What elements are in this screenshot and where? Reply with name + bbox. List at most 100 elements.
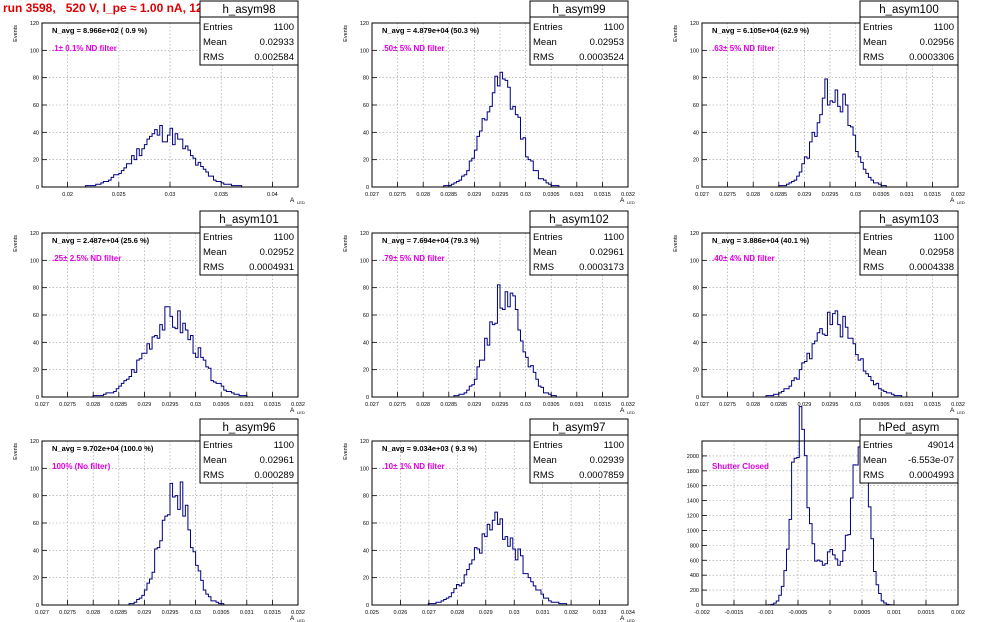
filter-label: .25± 2.5% ND filter xyxy=(52,254,121,263)
y-tick-label: 1200 xyxy=(687,514,699,520)
stats-key: Mean xyxy=(203,37,227,48)
histogram-panel-h_asym98: 0.02 0.025 0.03 0.035 0.04 0 20 40 60 80 100 120 Eve… xyxy=(13,0,305,205)
stats-title: h_asym101 xyxy=(219,214,278,226)
filter-label: .79± 5% ND filter xyxy=(382,254,445,263)
stats-key: Entries xyxy=(533,232,563,243)
x-tick-label: 0.031 xyxy=(240,610,254,616)
x-tick-label: -0.001 xyxy=(758,610,774,616)
stats-value: 1100 xyxy=(274,232,294,243)
y-tick-label: 100 xyxy=(360,258,369,264)
y-tick-label: 0 xyxy=(366,395,369,401)
y-tick-label: 20 xyxy=(363,576,369,582)
y-tick-label: 20 xyxy=(363,158,369,164)
stats-value: 0.0003524 xyxy=(579,52,624,63)
stats-key: Entries xyxy=(203,232,233,243)
stats-key: Mean xyxy=(533,247,557,258)
stats-key: RMS xyxy=(533,262,554,273)
y-tick-label: 1400 xyxy=(687,499,699,505)
x-tick-label: 0.026 xyxy=(394,610,408,616)
filter-label: .10± 1% ND filter xyxy=(382,462,445,471)
x-axis-label-sub: LED xyxy=(297,410,305,415)
x-tick-label: 0.0295 xyxy=(492,402,509,408)
y-tick-label: 20 xyxy=(363,368,369,374)
x-axis-label-sub: LED xyxy=(627,410,635,415)
x-tick-label: 0.028 xyxy=(746,192,760,198)
x-tick-label: 0.027 xyxy=(35,402,49,408)
x-axis-label-sub: LED xyxy=(957,410,965,415)
stats-box xyxy=(199,16,299,66)
x-tick-label: 0.0295 xyxy=(162,610,179,616)
stats-value: 1100 xyxy=(604,440,624,451)
x-tick-label: 0.034 xyxy=(621,610,635,616)
y-tick-label: 0 xyxy=(696,603,699,609)
histogram-panel-hPed_asym: -0.002 -0.0015 -0.001 -0.0005 0 0.0005 0.001 0.… xyxy=(687,406,965,616)
histogram-line xyxy=(372,511,628,606)
y-tick-label: 120 xyxy=(30,439,39,445)
stats-value: 0.0004993 xyxy=(909,470,954,481)
x-tick-label: 0.028 xyxy=(416,192,430,198)
y-tick-label: 0 xyxy=(36,185,39,191)
stats-value: 0.0003306 xyxy=(909,52,954,63)
y-tick-label: 100 xyxy=(30,466,39,472)
x-tick-label: 0.029 xyxy=(798,402,812,408)
stats-box xyxy=(529,16,629,66)
x-tick-label: 0.0275 xyxy=(59,610,76,616)
x-tick-label: 0.03 xyxy=(850,402,861,408)
y-tick-label: 60 xyxy=(363,521,369,527)
y-tick-label: 400 xyxy=(690,573,699,579)
y-tick-label: 20 xyxy=(693,158,699,164)
y-tick-label: 60 xyxy=(363,103,369,109)
histogram-line xyxy=(42,306,298,398)
x-tick-label: 0.0305 xyxy=(873,402,890,408)
y-tick-label: 1000 xyxy=(687,528,699,534)
x-tick-label: 0.031 xyxy=(900,192,914,198)
stats-key: RMS xyxy=(203,52,224,63)
y-tick-label: 120 xyxy=(360,21,369,27)
y-tick-label: 2000 xyxy=(687,454,699,460)
x-tick-label: 0.032 xyxy=(291,610,305,616)
x-tick-label: 0.0295 xyxy=(162,402,179,408)
stats-title: hPed_asym xyxy=(879,422,940,434)
histogram-line xyxy=(42,125,298,188)
stats-value: 1100 xyxy=(274,22,294,33)
x-axis-label-sub: LED xyxy=(957,200,965,205)
x-tick-label: 0.032 xyxy=(621,192,635,198)
y-tick-label: 600 xyxy=(690,558,699,564)
stats-value: 0.02958 xyxy=(920,247,954,258)
x-tick-label: 0.0285 xyxy=(440,402,457,408)
x-tick-label: 0.029 xyxy=(479,610,493,616)
x-tick-label: 0.028 xyxy=(86,610,100,616)
navg-label: N_avg = 9.702e+04 (100.0 %) xyxy=(52,444,154,453)
x-tick-label: 0.035 xyxy=(214,192,228,198)
x-axis-label: A xyxy=(950,407,955,414)
stats-value: 0.000289 xyxy=(254,470,294,481)
histogram-panel-h_asym96: 0.027 0.0275 0.028 0.0285 0.029 0.0295 0.03 0.0… xyxy=(13,418,305,622)
x-tick-label: 0.031 xyxy=(900,402,914,408)
x-tick-label: 0.0315 xyxy=(594,192,611,198)
x-tick-label: 0.0315 xyxy=(924,192,941,198)
y-tick-label: 0 xyxy=(366,603,369,609)
filter-label: 100% (No filter) xyxy=(52,462,111,471)
stats-key: RMS xyxy=(863,52,884,63)
histogram-panel-h_asym99: 0.027 0.0275 0.028 0.0285 0.029 0.0295 0.03 0.0… xyxy=(343,0,635,205)
stats-key: Mean xyxy=(203,455,227,466)
stats-value: 1100 xyxy=(604,232,624,243)
stats-value: 49014 xyxy=(928,440,954,451)
y-tick-label: 40 xyxy=(363,548,369,554)
y-tick-label: 100 xyxy=(360,48,369,54)
x-tick-label: 0.03 xyxy=(509,610,520,616)
stats-value: 1100 xyxy=(604,22,624,33)
y-tick-label: 80 xyxy=(363,286,369,292)
navg-label: N_avg = 4.879e+04 (50.3 %) xyxy=(382,26,480,35)
filter-label: .50± 5% ND filter xyxy=(382,44,445,53)
x-tick-label: 0.0295 xyxy=(492,192,509,198)
y-axis-label: Events xyxy=(343,443,349,460)
y-tick-label: 80 xyxy=(363,494,369,500)
x-tick-label: 0.027 xyxy=(35,610,49,616)
y-tick-label: 120 xyxy=(360,439,369,445)
stats-key: RMS xyxy=(203,262,224,273)
y-axis-label: Events xyxy=(673,25,679,42)
x-tick-label: 0.001 xyxy=(887,610,901,616)
y-tick-label: 0 xyxy=(696,185,699,191)
